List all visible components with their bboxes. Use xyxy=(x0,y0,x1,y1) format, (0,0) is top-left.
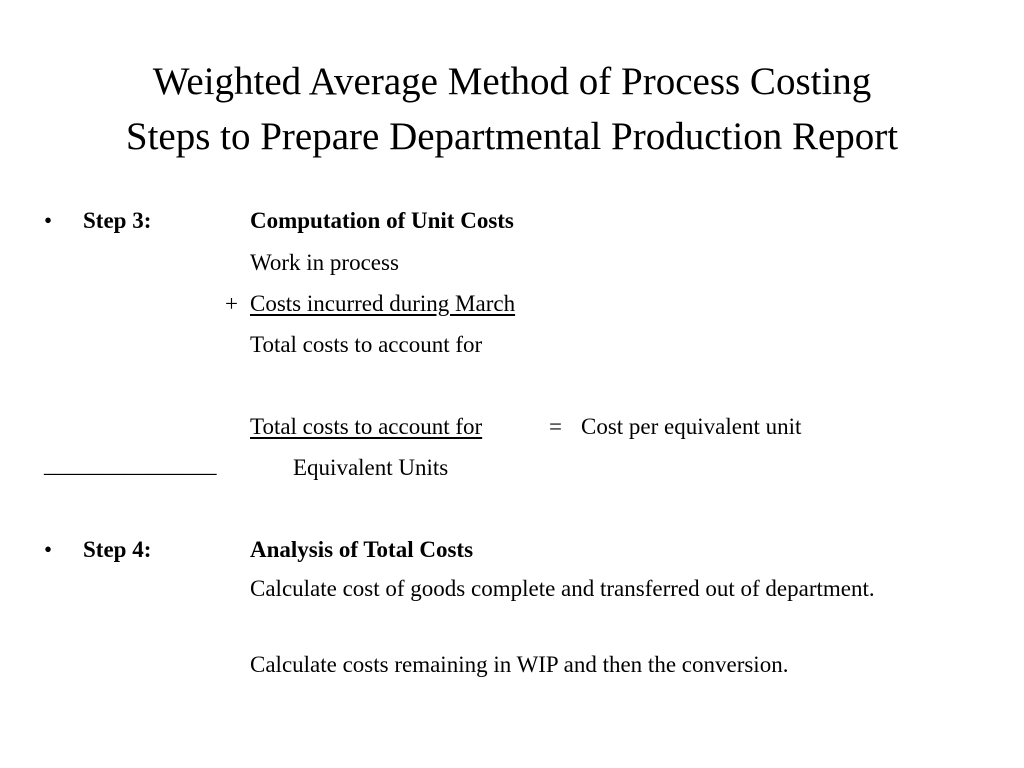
step3-formula-numerator: Total costs to account for xyxy=(250,414,483,439)
step3-formula-equals: = xyxy=(549,414,562,439)
step3-formula-result: Cost per equivalent unit xyxy=(581,414,802,439)
step4-line-2: Calculate costs remaining in WIP and the… xyxy=(250,652,789,677)
step4-heading: Analysis of Total Costs xyxy=(250,537,474,562)
step3-formula-denominator: Equivalent Units xyxy=(293,455,449,480)
step3-total-costs: Total costs to account for xyxy=(250,332,483,357)
step3-costs-incurred: Costs incurred during March xyxy=(250,291,516,316)
step3-work-in-process: Work in process xyxy=(250,250,399,275)
slide-title-line-2: Steps to Prepare Departmental Production… xyxy=(125,115,899,158)
step4-line-1: Calculate cost of goods complete and tra… xyxy=(250,576,875,601)
slide-title-line-1: Weighted Average Method of Process Costi… xyxy=(152,60,872,103)
step3-label: Step 3: xyxy=(83,208,152,233)
step3-plus-sign: + xyxy=(225,291,238,316)
step3-bullet: • xyxy=(44,208,53,233)
step4-label: Step 4: xyxy=(83,537,152,562)
step4-bullet: • xyxy=(44,537,53,562)
step3-heading: Computation of Unit Costs xyxy=(250,208,514,233)
step3-fraction-bar: _______________ xyxy=(44,452,217,477)
